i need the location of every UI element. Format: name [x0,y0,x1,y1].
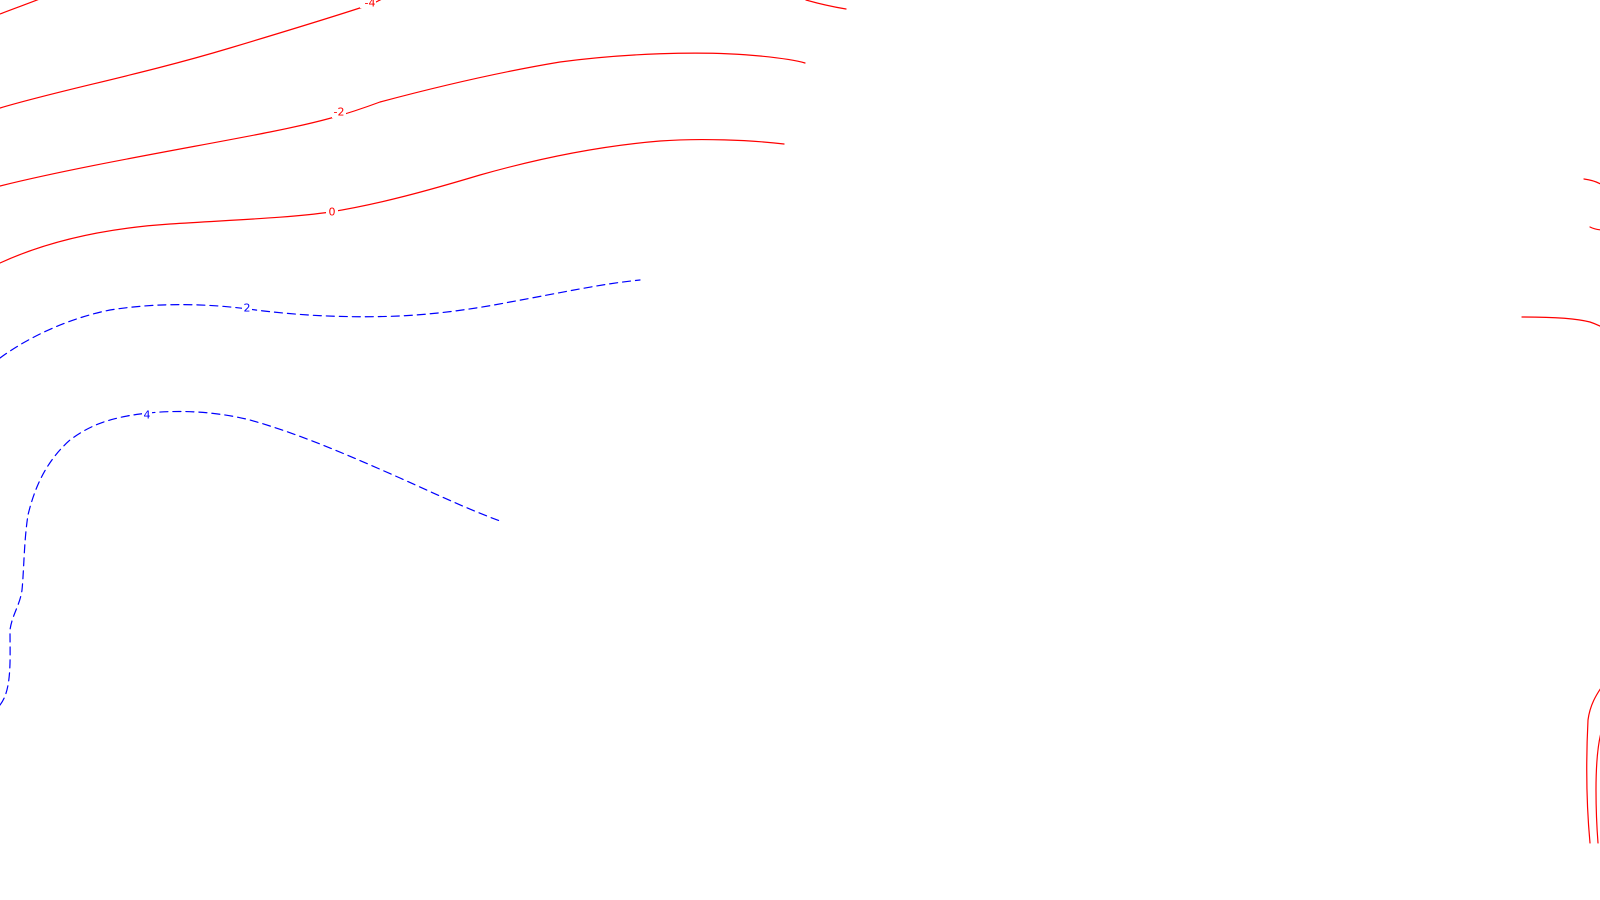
contour-label-bg [326,206,338,218]
contour-label-neg4: -4 [365,0,376,10]
contour-right-fragment-2 [1589,226,1600,231]
contour-right-fragment-4 [1586,688,1600,844]
contour-label-pos4: 4 [144,409,151,422]
contour-neg6-fragment [0,0,39,15]
contour-label-bg [142,409,152,421]
contour-pos2-line [0,279,641,359]
contour-right-fragment-1 [1583,178,1600,185]
contour-label-zero: 0 [329,206,336,219]
contour-label-bg [332,106,346,118]
contour-zero-line [0,138,785,264]
contour-neg2: -2 [0,52,806,187]
contour-fragment-top [805,0,847,10]
contour-zero: 0 [0,138,785,264]
contour-pos2: 2 [0,279,641,359]
contour-right-fragment-3 [1521,316,1600,327]
contour-label-bg [242,302,252,314]
contour-label-bg [360,0,376,8]
contour-label-neg2: -2 [334,106,345,119]
contour-pos4: 4 [0,409,501,706]
contour-right-fragment-5 [1595,734,1600,844]
contour-pos4-line [0,410,501,706]
contour-neg2-line [0,52,806,187]
contour-neg4-line [0,0,382,109]
contour-label-pos2: 2 [244,302,251,315]
contour-neg4: -4 [0,0,382,109]
